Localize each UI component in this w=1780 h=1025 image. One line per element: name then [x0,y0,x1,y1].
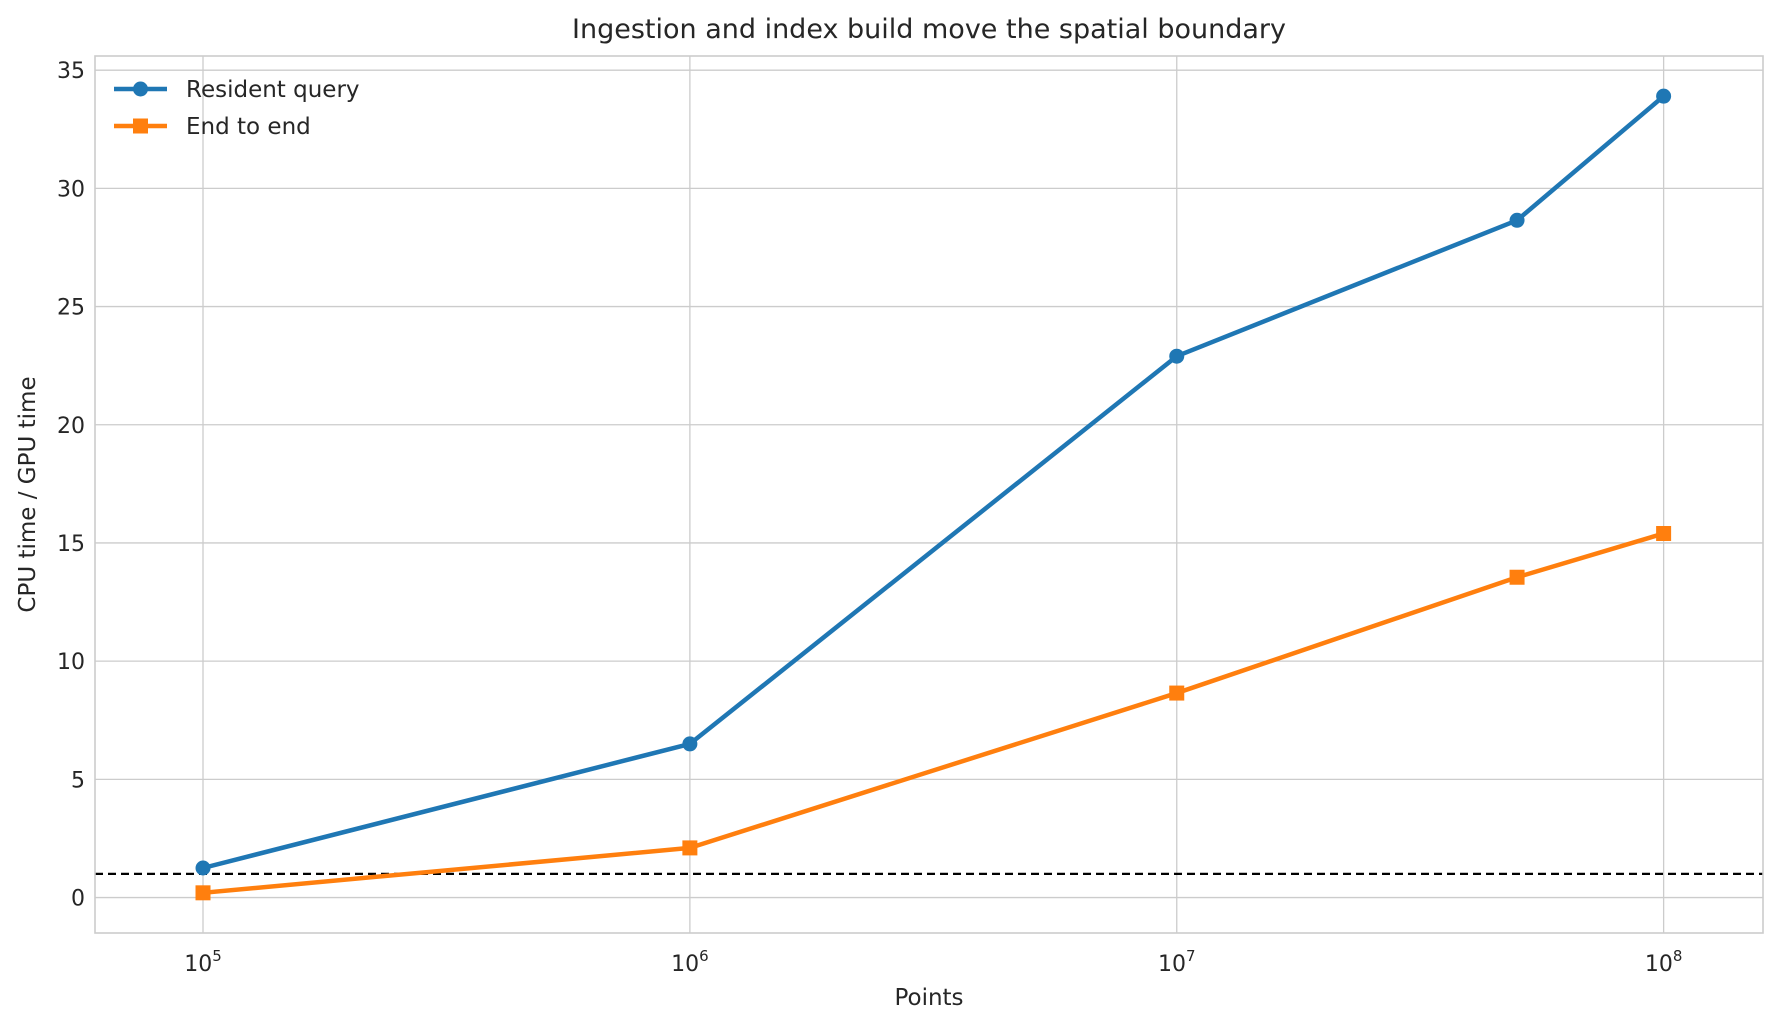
series-1 [195,88,1672,876]
x-tick-label: 105 [184,947,222,977]
y-axis-label: CPU time / GPU time [15,376,41,612]
x-tick-labels: 105 106 107 108 [184,947,1682,977]
y-tick-label: 15 [57,532,85,557]
data-point [1656,526,1672,542]
data-point [1509,212,1525,228]
y-tick-label: 5 [71,768,85,793]
x-tick-label: 108 [1645,947,1683,977]
data-point [1509,569,1525,585]
series-layer [195,88,1672,901]
x-axis-label: Points [894,985,963,1011]
legend-marker [133,118,148,134]
grid-layer [95,56,1763,933]
y-tick-label: 10 [57,650,85,675]
y-tick-labels: 0 5 10 15 20 25 30 35 [57,59,85,911]
legend-label: End to end [186,114,311,140]
legend-marker [133,81,148,97]
x-tick-label: 106 [671,947,709,977]
legend-item: Resident query [114,77,360,103]
data-point [1169,348,1185,364]
y-tick-label: 30 [57,177,85,202]
data-point [1169,685,1185,701]
data-point [1656,88,1672,104]
y-tick-label: 35 [57,59,85,84]
x-tick-label: 107 [1158,947,1196,977]
y-tick-label: 25 [57,296,85,321]
legend-label: Resident query [186,77,360,103]
y-tick-label: 20 [57,414,85,439]
legend: Resident query End to end [114,77,360,140]
series-2 [195,526,1672,901]
data-point [195,885,211,901]
chart-title: Ingestion and index build move the spati… [572,14,1286,45]
data-point [682,840,698,856]
data-point [195,860,211,876]
plot-frame [94,55,1764,934]
y-tick-label: 0 [71,887,85,912]
data-point [682,736,698,752]
legend-item: End to end [114,114,311,140]
